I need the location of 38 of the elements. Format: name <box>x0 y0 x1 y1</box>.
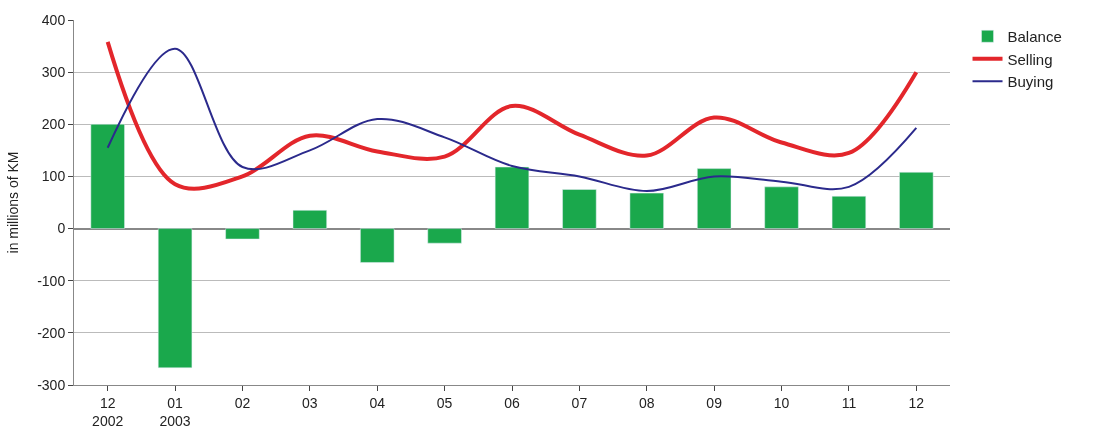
x-tick-label: 12 2002 <box>92 394 124 429</box>
legend-label: Buying <box>1007 73 1054 91</box>
y-tick-label: 0 <box>57 220 66 237</box>
bar <box>360 228 395 263</box>
x-tick-label: 06 <box>504 394 520 411</box>
x-tick-label: 07 <box>571 394 588 411</box>
bar <box>562 189 597 229</box>
x-tick-label: 04 <box>369 394 386 411</box>
x-tick-label: 08 <box>638 394 655 411</box>
legend-label: Balance <box>1007 28 1062 46</box>
x-tick-label: 03 <box>302 394 318 411</box>
bar <box>899 172 934 229</box>
bar <box>629 192 664 229</box>
bar <box>427 228 462 244</box>
bar <box>831 195 867 229</box>
y-tick-label: 300 <box>41 64 66 81</box>
y-tick-label: 200 <box>41 116 66 133</box>
y-tick-label: -300 <box>37 376 66 393</box>
y-tick-label: -100 <box>37 272 66 289</box>
bar <box>90 124 125 229</box>
x-tick-label: 09 <box>706 394 723 411</box>
bar <box>157 228 193 369</box>
bar <box>225 228 260 240</box>
y-axis-title: in millions of KM <box>4 151 21 254</box>
bar <box>764 186 799 229</box>
y-tick-label: 400 <box>41 11 66 28</box>
y-tick-label: 100 <box>41 168 66 185</box>
legend-label: Selling <box>1007 50 1053 68</box>
x-tick-label: 12 <box>908 394 925 411</box>
bar <box>494 166 530 229</box>
y-tick-label: -200 <box>37 324 66 341</box>
x-tick-label: 10 <box>773 394 790 411</box>
bar <box>292 210 327 229</box>
x-tick-label: 01 2003 <box>159 394 191 429</box>
x-tick-label: 02 <box>234 394 251 411</box>
x-tick-label: 05 <box>436 394 453 411</box>
x-tick-label: 11 <box>841 394 857 411</box>
bar <box>697 168 732 229</box>
